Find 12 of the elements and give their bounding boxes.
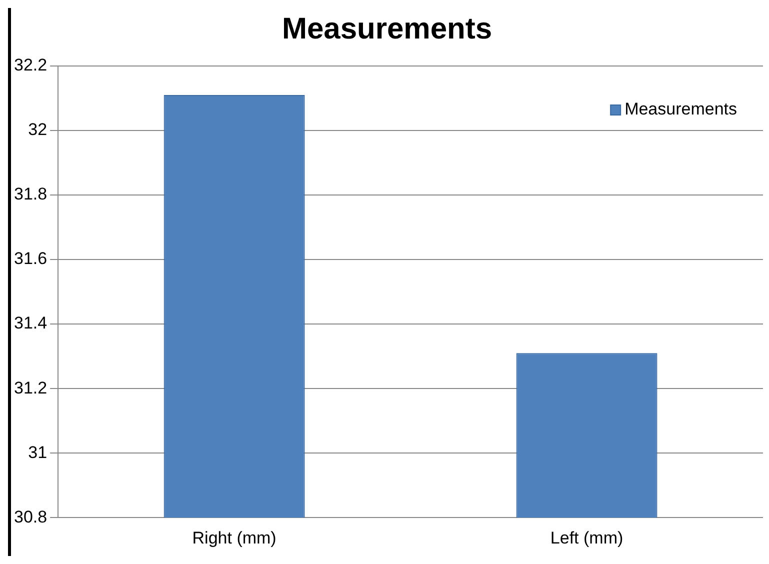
- y-tick-label: 31.8: [14, 184, 48, 204]
- x-tick-label: Right (mm): [192, 528, 276, 548]
- x-tick-label: Left (mm): [550, 528, 624, 548]
- y-tick-label: 31.6: [14, 249, 48, 268]
- y-tick-label: 32.2: [14, 56, 48, 75]
- y-tick-label: 32: [28, 120, 48, 140]
- legend-label: Measurements: [624, 100, 738, 119]
- y-tick-label: 30.8: [14, 507, 48, 526]
- chart-title: Measurements: [282, 12, 492, 46]
- y-tick-label: 31: [28, 442, 48, 462]
- y-tick-label: 31.2: [14, 378, 48, 398]
- y-tick-label: 31.4: [14, 314, 48, 333]
